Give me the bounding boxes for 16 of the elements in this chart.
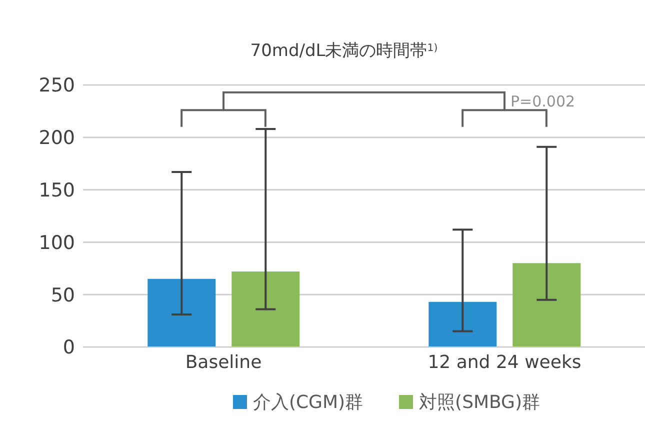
annotation: P=0.002 <box>510 92 576 111</box>
bar <box>232 272 300 347</box>
legend-label: 対照(SMBG)群 <box>418 391 540 414</box>
y-tick-label: 0 <box>62 336 75 359</box>
bar <box>148 278 216 347</box>
y-tick-label: 250 <box>38 74 75 97</box>
y-tick-label: 100 <box>38 232 75 254</box>
chart-title: 70md/dL未満の時間帯$^{1)}$ <box>250 41 438 61</box>
y-tick-label: 200 <box>38 127 75 150</box>
legend-label: 介入(CGM)群 <box>252 391 364 414</box>
y-tick-label: 150 <box>38 180 75 202</box>
x-tick-label: Baseline <box>185 352 262 373</box>
y-tick-label: 50 <box>50 284 75 306</box>
x-tick-label: 12 and 24 weeks <box>428 352 582 373</box>
bar <box>428 302 497 347</box>
bar <box>512 263 581 347</box>
